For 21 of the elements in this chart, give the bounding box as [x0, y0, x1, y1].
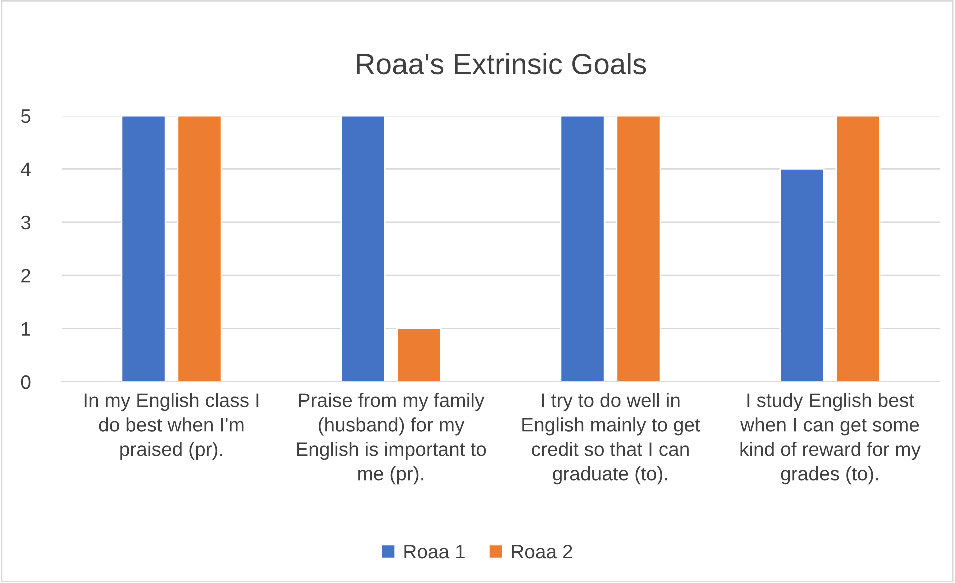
x-tick-label: I study English best when I can get some kind of reward for my grades (to). — [740, 393, 921, 485]
bar — [780, 168, 825, 382]
bar — [121, 116, 166, 382]
bar — [560, 116, 606, 382]
bar — [836, 116, 881, 382]
y-tick-label: 3 — [21, 216, 31, 230]
legend-label: Roaa 2 — [512, 544, 572, 559]
chart-title: Roaa's Extrinsic Goals — [357, 53, 646, 75]
y-tick-label: 4 — [21, 162, 31, 176]
y-tick-label: 1 — [22, 322, 30, 336]
y-tick-label: 0 — [21, 375, 31, 390]
x-tick-label: I try to do well in English mainly to get credit so that I can graduate (to). — [522, 393, 700, 485]
x-tick-label: Praise from my family (husband) for my English is important to me (pr). — [297, 393, 486, 485]
y-tick-label: 5 — [21, 110, 31, 124]
bar — [340, 116, 386, 382]
y-tick-label: 2 — [22, 269, 30, 283]
x-tick-label: In my English class I do best when I'm praised (pr). — [84, 393, 259, 460]
legend-label: Roaa 1 — [404, 545, 465, 559]
bar — [177, 116, 222, 382]
bar — [396, 328, 442, 382]
bar — [616, 116, 662, 382]
